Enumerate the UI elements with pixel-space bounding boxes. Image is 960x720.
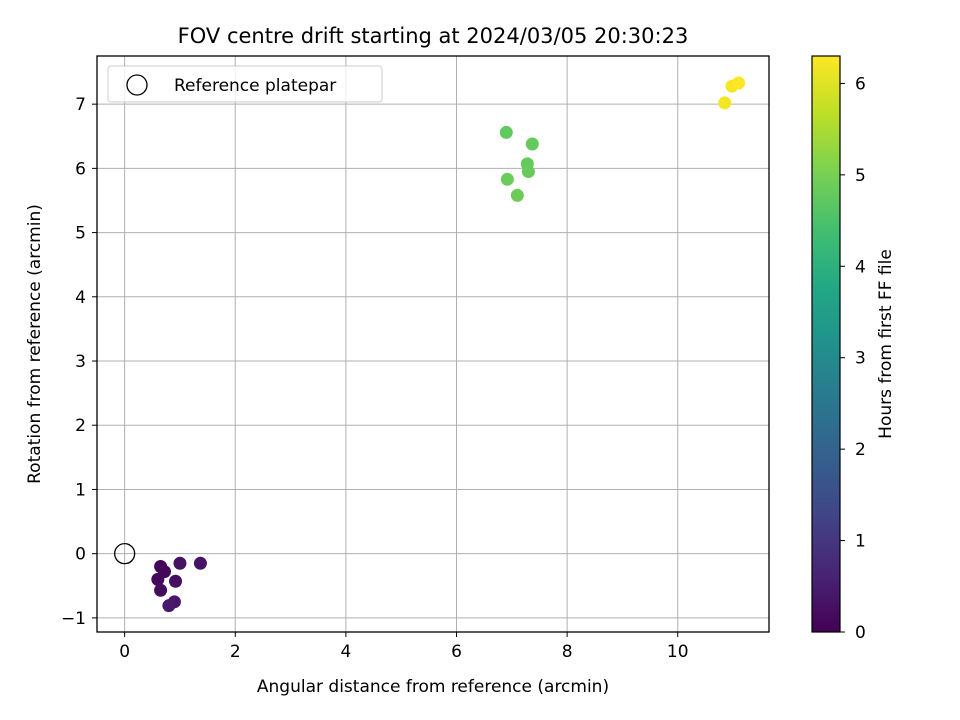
y-tick-label: 4 [75,288,86,308]
legend-marker [126,74,148,96]
data-point [525,137,539,151]
colorbar-tick-label: 0 [855,623,866,643]
x-tick-label: 8 [562,642,573,662]
y-tick-label: 3 [75,352,86,372]
x-axis-label: Angular distance from reference (arcmin) [257,677,609,697]
y-axis-ticks: −1 0 1 2 3 4 5 6 7 [61,95,97,629]
colorbar-tick-label: 3 [855,349,866,369]
y-axis-label: Rotation from reference (arcmin) [25,204,45,484]
reference-platepar-marker [114,543,136,565]
colorbar-tick-label: 1 [855,532,866,552]
colorbar: 0 1 2 3 4 5 6 Hours from first FF file [811,55,896,643]
data-point [499,125,513,139]
colorbar-label: Hours from first FF file [876,249,896,439]
x-tick-label: 4 [340,642,351,662]
data-point [718,96,732,110]
chart-title: FOV centre drift starting at 2024/03/05 … [178,24,689,48]
data-point [154,583,168,597]
data-point [193,556,207,570]
y-tick-label: 2 [75,416,86,436]
legend: Reference platepar [107,65,383,103]
colorbar-gradient [811,55,841,633]
legend-box [107,65,383,103]
x-tick-label: 2 [230,642,241,662]
colorbar-ticks: 0 1 2 3 4 5 6 [840,74,866,643]
x-axis-ticks: 0 2 4 6 8 10 [119,632,689,662]
colorbar-tick-label: 2 [855,440,866,460]
x-tick-label: 0 [119,642,130,662]
grid [97,56,769,632]
colorbar-tick-label: 4 [855,257,866,277]
x-tick-label: 10 [667,642,689,662]
plot-frame [96,55,770,633]
data-point [162,599,176,613]
y-tick-label: 0 [75,545,86,565]
data-point [169,574,183,588]
data-point [510,188,524,202]
data-point [521,165,535,179]
legend-entry: Reference platepar [174,76,336,96]
colorbar-tick-label: 5 [855,166,866,186]
data-point [732,76,746,90]
colorbar-tick-label: 6 [855,74,866,94]
y-tick-label: 5 [75,224,86,244]
data-point [500,172,514,186]
y-tick-label: 7 [75,95,86,115]
data-point [173,556,187,570]
y-tick-label: 6 [75,159,86,179]
data-points [114,76,746,613]
data-point [151,572,165,586]
y-tick-label: −1 [61,609,86,629]
y-tick-label: 1 [75,480,86,500]
x-tick-label: 6 [451,642,462,662]
